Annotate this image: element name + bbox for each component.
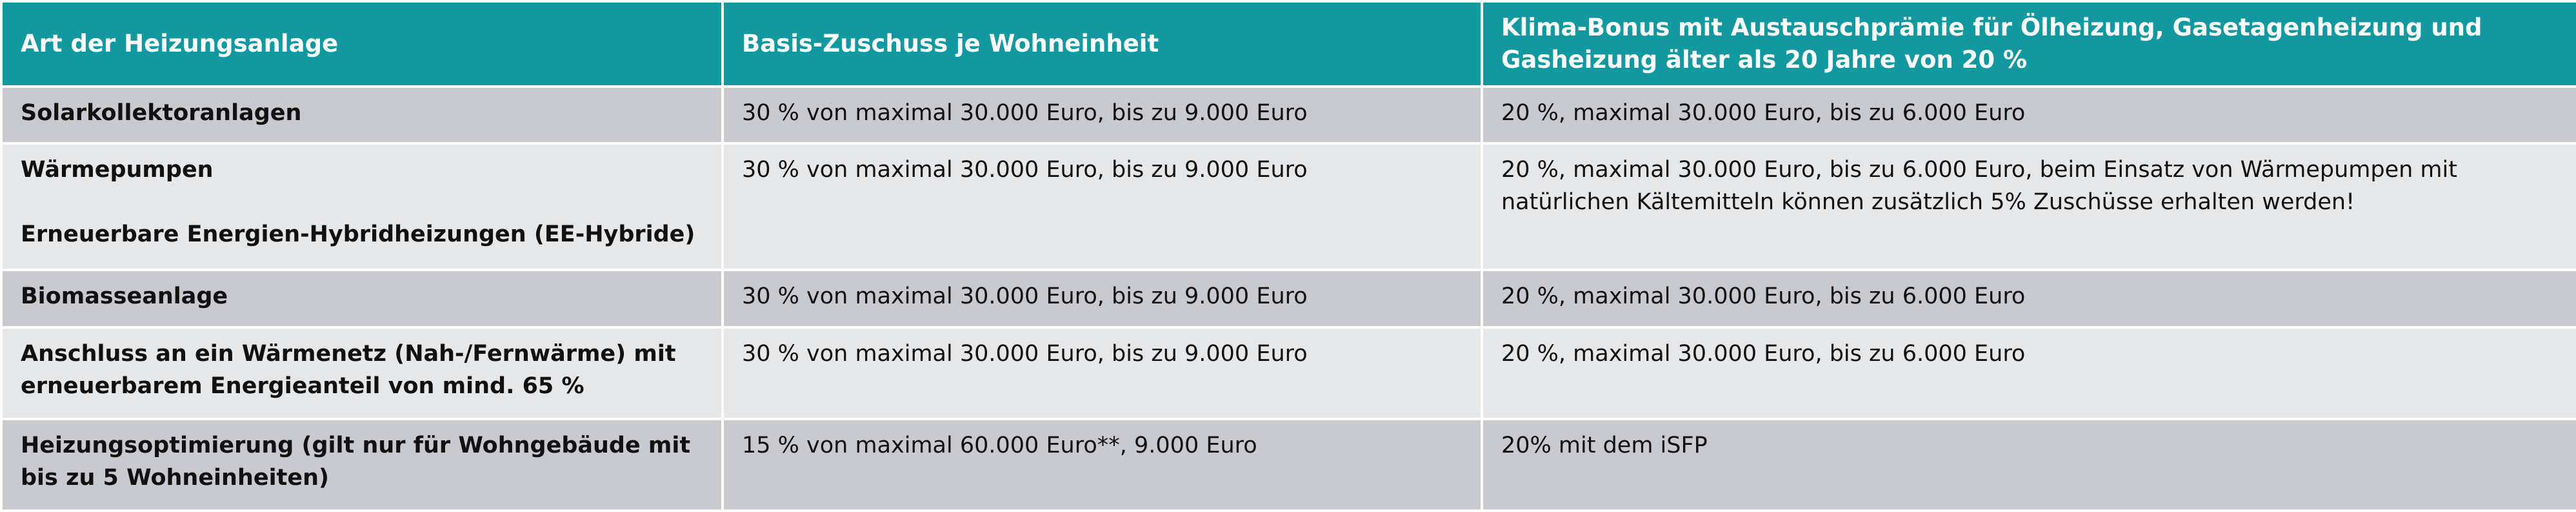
header-cell: Art der Heizungsanlage <box>0 0 724 88</box>
table-row: Heizungsoptimierung (gilt nur für Wohnge… <box>0 417 2576 512</box>
table-cell: 20% mit dem iSFP <box>1481 417 2576 512</box>
table-cell: 20 %, maximal 30.000 Euro, bis zu 6.000 … <box>1481 142 2576 272</box>
table-cell: 20 %, maximal 30.000 Euro, bis zu 6.000 … <box>1481 269 2576 329</box>
table-cell: 20 %, maximal 30.000 Euro, bis zu 6.000 … <box>1481 325 2576 420</box>
table-cell: Biomasseanlage <box>0 269 724 329</box>
table-cell: 30 % von maximal 30.000 Euro, bis zu 9.0… <box>721 85 1483 145</box>
table-cell: 30 % von maximal 30.000 Euro, bis zu 9.0… <box>721 142 1483 272</box>
table-row: Wärmepumpen Erneuerbare Energien-Hybridhe… <box>0 142 2576 272</box>
header-row: Art der Heizungsanlage Basis-Zuschuss je … <box>0 0 2576 88</box>
table-cell: 20 %, maximal 30.000 Euro, bis zu 6.000 … <box>1481 85 2576 145</box>
table-cell: 30 % von maximal 30.000 Euro, bis zu 9.0… <box>721 269 1483 329</box>
table-cell: Wärmepumpen Erneuerbare Energien-Hybridhe… <box>0 142 724 272</box>
cell-line: Erneuerbare Energien-Hybridheizungen (EE… <box>21 221 695 248</box>
table-cell: 15 % von maximal 60.000 Euro**, 9.000 Eu… <box>721 417 1483 512</box>
table-row: Biomasseanlage 30 % von maximal 30.000 Eu… <box>0 269 2576 329</box>
header-cell: Basis-Zuschuss je Wohneinheit <box>721 0 1483 88</box>
cell-line: Wärmepumpen <box>21 157 214 183</box>
table-row: Solarkollektoranlagen 30 % von maximal 30… <box>0 85 2576 145</box>
header-cell: Klima-Bonus mit Austauschprämie für Ölhe… <box>1481 0 2576 88</box>
table-row: Anschluss an ein Wärmenetz (Nah-/Fernwär… <box>0 325 2576 420</box>
table-cell: Heizungsoptimierung (gilt nur für Wohnge… <box>0 417 724 512</box>
table-cell: Solarkollektoranlagen <box>0 85 724 145</box>
table-cell: 30 % von maximal 30.000 Euro, bis zu 9.0… <box>721 325 1483 420</box>
table-cell: Anschluss an ein Wärmenetz (Nah-/Fernwär… <box>0 325 724 420</box>
